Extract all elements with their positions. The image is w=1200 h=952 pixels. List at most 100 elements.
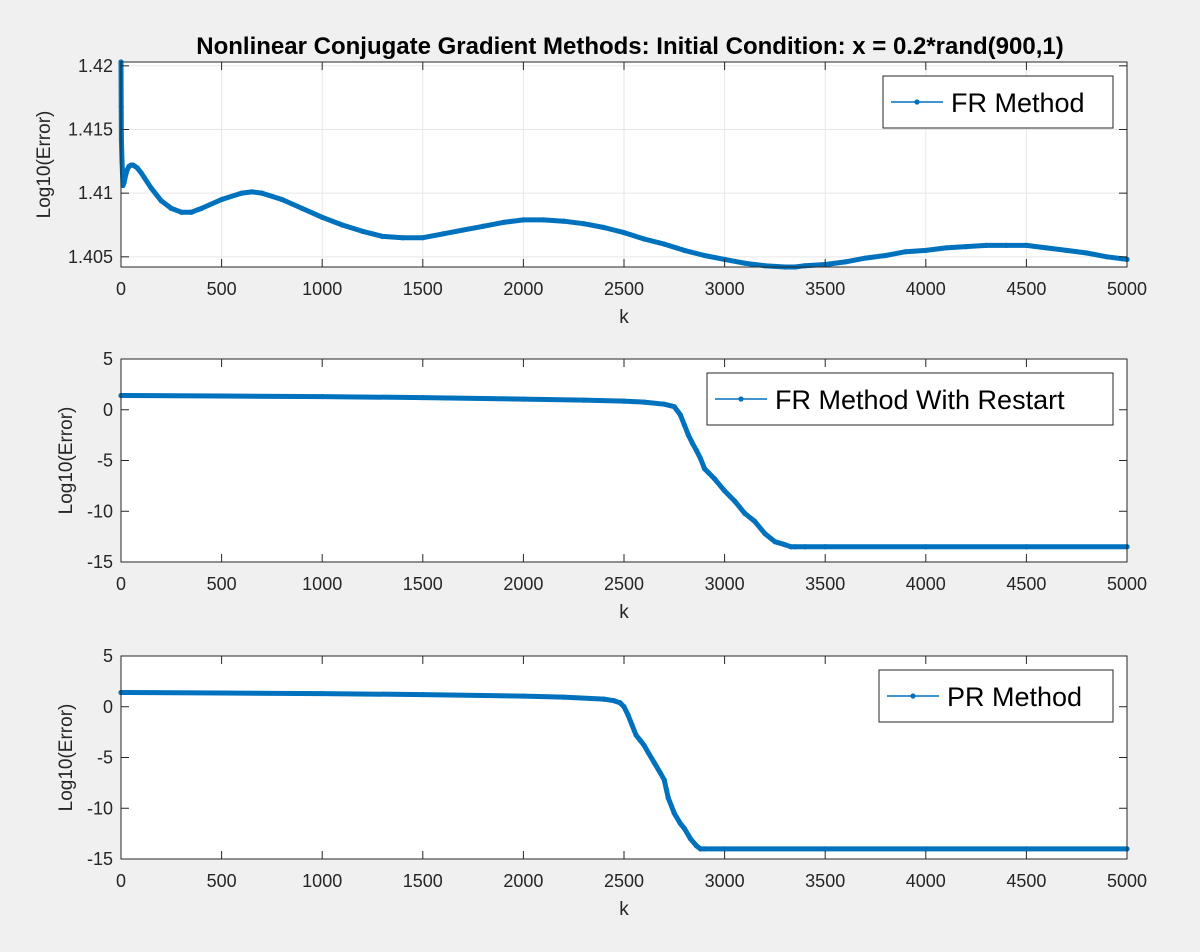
data-point: [130, 162, 136, 168]
data-point: [641, 236, 647, 242]
x-tick-label: 4500: [1006, 279, 1046, 299]
data-point: [788, 544, 794, 550]
legend-label: FR Method With Restart: [775, 385, 1065, 415]
x-tick-label: 1500: [403, 574, 443, 594]
data-point: [665, 795, 671, 801]
figure-title: Nonlinear Conjugate Gradient Methods: In…: [196, 33, 1063, 60]
data-point: [520, 693, 527, 699]
data-point: [621, 704, 627, 710]
data-point: [762, 263, 768, 269]
data-point: [319, 214, 325, 220]
data-point: [629, 722, 635, 728]
data-point: [671, 810, 677, 816]
data-point: [661, 777, 667, 783]
data-point: [722, 488, 728, 494]
x-tick-label: 500: [207, 871, 237, 891]
x-tick-label: 0: [116, 279, 126, 299]
data-point: [1043, 245, 1050, 251]
x-tick-label: 500: [207, 279, 237, 299]
data-point: [822, 544, 828, 550]
data-point: [299, 205, 305, 212]
y-tick-label: -5: [97, 451, 113, 471]
y-tick-label: 5: [103, 349, 113, 369]
x-tick-label: 3000: [705, 574, 745, 594]
data-point: [697, 455, 704, 462]
x-tick-label: 3500: [805, 574, 845, 594]
data-point: [661, 401, 667, 407]
y-tick-label: 1.41: [78, 183, 113, 203]
x-tick-label: 2000: [503, 871, 543, 891]
legend: FR Method: [882, 75, 1114, 129]
data-point: [862, 255, 869, 261]
data-point: [923, 544, 929, 550]
legend-box: [706, 372, 1114, 426]
data-point: [732, 498, 738, 504]
y-tick-label: -10: [87, 798, 113, 818]
x-tick-label: 5000: [1107, 279, 1147, 299]
data-point: [963, 244, 969, 250]
data-point: [259, 190, 265, 196]
data-point: [903, 249, 909, 255]
x-axis-label: k: [619, 899, 629, 920]
subplot-3: 0 500 1000 1500 2000 2500 3000 3500 4000 4500 5000…: [56, 646, 1147, 920]
data-point: [339, 222, 345, 228]
data-point: [1104, 254, 1110, 260]
data-point: [1064, 247, 1070, 254]
data-point: [802, 263, 808, 269]
data-point: [633, 732, 639, 738]
data-point: [882, 252, 889, 259]
data-point: [637, 737, 643, 743]
data-point: [359, 228, 366, 234]
y-tick-label: 1.405: [68, 247, 113, 267]
data-point: [617, 700, 623, 706]
data-point: [121, 180, 127, 186]
x-tick-label: 2000: [503, 279, 543, 299]
data-point: [219, 393, 225, 399]
data-point: [705, 470, 712, 476]
data-point: [677, 820, 683, 827]
data-point: [983, 242, 989, 248]
data-point: [689, 440, 696, 446]
legend-marker: [914, 99, 920, 105]
x-tick-label: 2500: [604, 871, 644, 891]
data-point: [943, 245, 949, 251]
y-tick-label: -5: [97, 748, 113, 768]
data-point: [701, 466, 708, 472]
data-point: [540, 217, 547, 223]
y-tick-label: 1.42: [78, 56, 113, 76]
data-point: [681, 422, 687, 428]
data-point: [782, 542, 788, 548]
data-point: [661, 241, 667, 247]
data-point: [671, 404, 677, 410]
data-point: [1023, 846, 1029, 852]
x-tick-label: 1000: [302, 871, 342, 891]
data-point: [122, 175, 128, 181]
data-point: [822, 846, 828, 852]
data-point: [657, 770, 663, 776]
x-tick-label: 2000: [503, 574, 543, 594]
data-point: [742, 260, 748, 266]
x-axis-label: k: [619, 307, 629, 328]
data-point: [923, 247, 929, 254]
x-tick-label: 3000: [705, 871, 745, 891]
data-point: [693, 447, 700, 453]
data-point: [1084, 250, 1090, 256]
x-tick-label: 3000: [705, 279, 745, 299]
data-point: [124, 167, 130, 173]
data-point: [677, 412, 683, 418]
data-point: [625, 712, 631, 718]
data-point: [711, 476, 718, 482]
data-point: [119, 158, 125, 164]
data-point: [687, 836, 693, 842]
data-point: [219, 196, 225, 203]
data-point: [420, 691, 426, 698]
x-tick-label: 4000: [906, 871, 946, 891]
x-tick-label: 4000: [906, 279, 946, 299]
data-point: [148, 185, 154, 191]
legend-label: FR Method: [951, 88, 1085, 118]
x-tick-label: 3500: [805, 871, 845, 891]
legend: PR Method: [878, 669, 1114, 723]
data-point: [198, 205, 205, 212]
